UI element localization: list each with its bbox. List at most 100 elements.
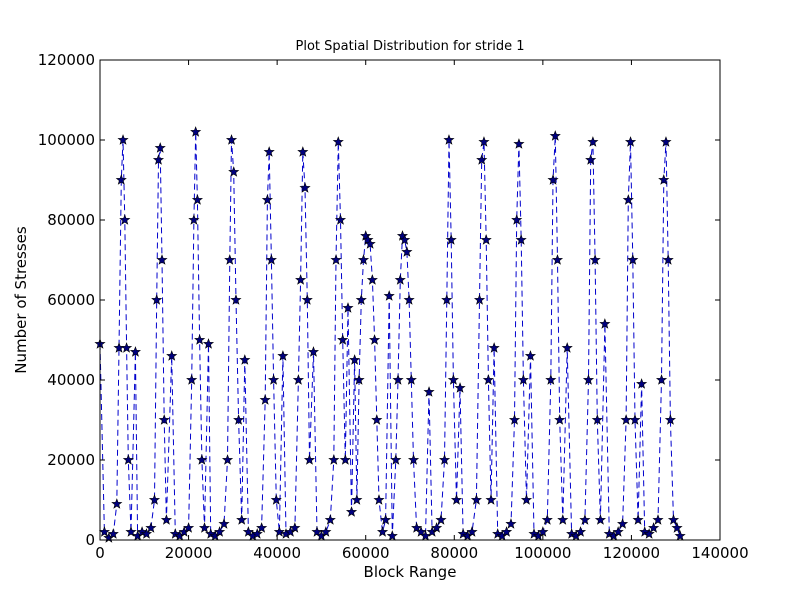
data-point-star [202,338,215,349]
data-point-star [652,514,664,525]
data-point-star [405,374,417,385]
data-point-star [191,194,203,205]
data-point-star [166,350,178,361]
data-point-star [528,528,540,539]
data-point-star [566,528,578,539]
data-point-star [337,334,349,345]
data-point-star [579,514,591,525]
data-point-star [307,346,320,357]
data-point-star [447,374,459,385]
data-point-star [357,254,370,265]
data-point-star [407,454,420,465]
data-point-star [332,136,344,147]
data-point-star [520,494,533,505]
data-point-star [443,134,455,145]
data-point-star [671,522,683,533]
data-point-star [513,138,525,149]
data-point-star [303,454,316,465]
data-point-star [508,414,521,425]
data-point-star [277,350,289,361]
data-point-star [627,254,639,265]
data-point-star [160,514,172,525]
data-point-star [639,526,651,537]
data-point-star [658,174,670,185]
data-point-star [371,414,383,425]
data-point-star [617,518,629,529]
data-point-star [225,134,238,145]
data-point-star [557,514,569,525]
data-point-star [667,514,680,525]
data-point-star [188,214,200,225]
data-point-star [107,528,119,539]
y-tick-label: 20000 [47,451,95,469]
data-point-star [236,514,248,525]
data-point-star [136,526,148,537]
data-point-star [205,528,217,539]
data-point-star [251,528,263,539]
data-point-star [585,154,597,165]
data-point-star [121,342,133,353]
data-point-star [261,194,273,205]
data-point-star [594,514,606,525]
x-tick-label: 40000 [253,544,301,562]
data-point-star [383,290,395,301]
data-point-star [485,494,497,505]
data-point-star [450,494,463,505]
data-point-star [662,254,674,265]
data-point-star [369,334,381,345]
data-point-star [587,136,599,147]
y-axis-label: Number of Stresses [12,226,30,374]
x-tick-label: 20000 [165,544,213,562]
data-point-star [259,394,271,405]
data-point-star [230,294,242,305]
data-point-star [500,526,513,537]
data-point-star [292,374,304,385]
data-point-star [394,274,406,285]
data-point-star [445,234,457,245]
data-point-star [122,454,134,465]
data-point-star [515,234,527,245]
data-point-star [270,494,282,505]
data-point-star [561,342,573,353]
data-point-star [373,494,385,505]
data-point-star [476,154,488,165]
data-point-star [419,530,432,541]
data-point-star [330,254,342,265]
data-point-star [574,526,587,537]
data-point-star [125,526,137,537]
data-point-star [403,294,415,305]
data-point-star [411,522,423,533]
data-point-star [482,374,494,385]
data-point-star [551,254,564,265]
data-point-star [158,414,170,425]
data-point-star [399,234,411,245]
data-point-star [537,526,549,537]
data-point-star [239,354,251,365]
data-point-star [320,526,332,537]
data-point-star [366,274,378,285]
data-point-star [198,522,211,533]
data-point-star [511,214,523,225]
data-point-star [328,454,340,465]
y-tick-label: 100000 [38,131,95,149]
data-point-star [145,522,157,533]
y-tick-label: 80000 [47,211,95,229]
data-point-star [151,294,163,305]
data-point-star [599,318,611,329]
data-point-star [480,234,492,245]
data-point-star [415,526,427,537]
data-point-star [622,194,634,205]
data-point-star [115,174,127,185]
data-point-star [643,528,655,539]
data-point-star [324,514,336,525]
data-series [94,126,686,543]
x-axis-ticks: 0 20000 40000 60000 80000 100000 120000 140000 [95,60,749,562]
chart-title: Plot Spatial Distribution for stride 1 [296,39,525,54]
x-tick-label: 60000 [342,544,390,562]
data-point-star [549,130,561,141]
data-point-star [265,254,277,265]
data-point-star [478,136,490,147]
data-point-star [376,526,389,537]
data-point-star [224,254,236,265]
